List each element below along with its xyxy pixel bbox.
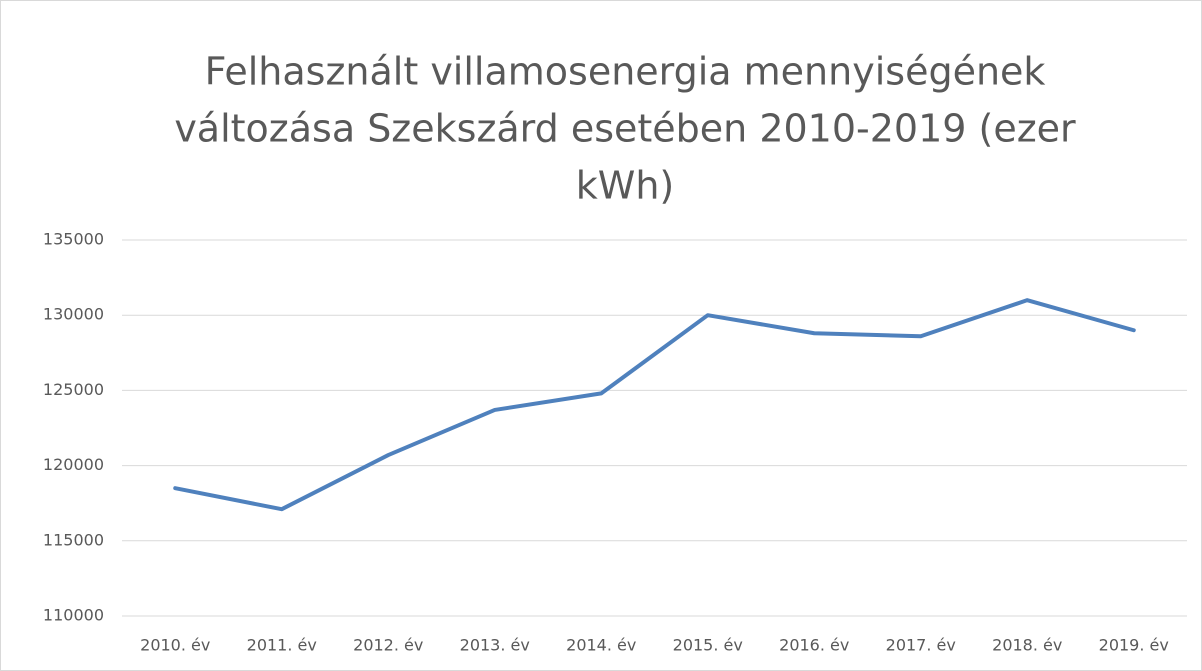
x-tick-label: 2010. év — [140, 636, 210, 655]
x-tick-label: 2011. év — [247, 636, 317, 655]
y-tick-label: 120000 — [43, 455, 104, 474]
x-tick-label: 2018. év — [992, 636, 1062, 655]
y-tick-label: 135000 — [43, 230, 104, 249]
line — [173, 298, 1136, 512]
x-tick-label: 2019. év — [1099, 636, 1169, 655]
chart-title: változása Szekszárd esetében 2010-2019 (… — [174, 107, 1076, 151]
x-tick-label: 2017. év — [886, 636, 956, 655]
x-tick-label: 2014. év — [566, 636, 636, 655]
x-tick-label: 2016. év — [779, 636, 849, 655]
x-tick-label: 2012. év — [353, 636, 423, 655]
y-tick-label: 115000 — [43, 530, 104, 549]
y-tick-label: 125000 — [43, 380, 104, 399]
x-tick-label: 2013. év — [460, 636, 530, 655]
y-tick-label: 110000 — [43, 606, 104, 625]
x-tick-label: 2015. év — [673, 636, 743, 655]
chart-title: kWh) — [576, 164, 675, 208]
y-tick-label: 130000 — [43, 305, 104, 324]
chart-title: Felhasznált villamosenergia mennyiségéne… — [205, 50, 1046, 94]
